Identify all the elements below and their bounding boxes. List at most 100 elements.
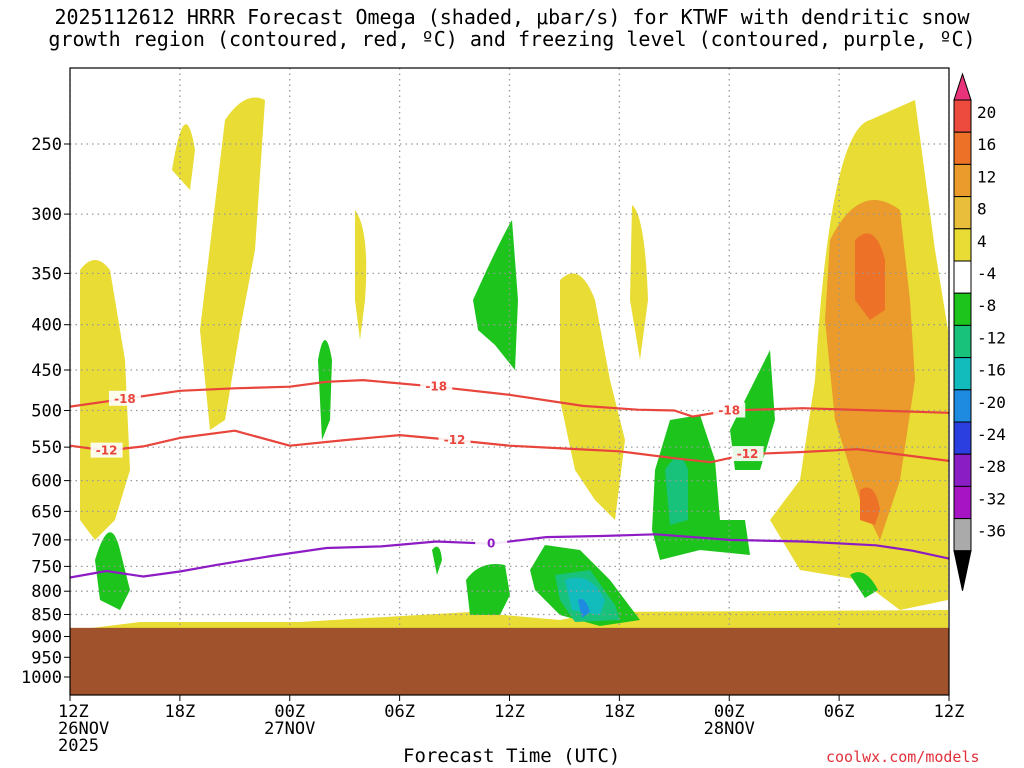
colorbar-segment <box>953 421 972 455</box>
x-tick-label: 27NOV <box>264 719 315 739</box>
title-line-1: 2025112612 HRRR Forecast Omega (shaded, … <box>54 5 970 29</box>
x-tick-label: 00Z <box>274 702 305 722</box>
x-axis-title: Forecast Time (UTC) <box>403 745 621 767</box>
colorbar-segment <box>953 196 972 230</box>
omega-region-downward-strong <box>565 577 605 615</box>
contour-label-bg <box>438 432 471 448</box>
colorbar-label: 8 <box>977 200 987 219</box>
y-tick-label: 450 <box>31 361 62 381</box>
x-tick-label: 06Z <box>824 702 855 722</box>
contour-line <box>70 533 949 579</box>
colorbar-label: 4 <box>977 232 987 251</box>
omega-region-downward-weak <box>432 546 442 575</box>
x-tick-label: 12Z <box>58 702 89 722</box>
omega-region-downward-weak <box>318 340 332 440</box>
colorbar-label: -16 <box>977 361 1006 380</box>
colorbar-label: -8 <box>977 296 996 315</box>
colorbar-segment <box>953 453 972 487</box>
x-tick-label: 18Z <box>604 702 635 722</box>
contour-label-bg <box>713 402 746 418</box>
omega-region-upward-weak <box>560 273 625 520</box>
contour-label-bg <box>420 378 453 394</box>
colorbar-segment <box>953 292 972 326</box>
colorbar-bottom-arrow <box>953 550 972 591</box>
contour-label: -12 <box>737 447 759 461</box>
colorbar-label: -4 <box>977 264 996 283</box>
colorbar-label: -36 <box>977 522 1006 541</box>
colorbar-segment <box>953 228 972 262</box>
omega-region-downward-weak <box>850 572 878 598</box>
colorbar-label: -32 <box>977 489 1006 508</box>
omega-region-downward-weak <box>466 564 510 615</box>
y-tick-label: 950 <box>31 648 62 668</box>
colorbar-segment <box>953 163 972 198</box>
colorbar-segment <box>953 99 972 133</box>
y-tick-label: 800 <box>31 582 62 602</box>
contour-lines: -18 -18 -18 -12 -12 -12 0 <box>70 378 949 579</box>
omega-region-upward-weak <box>80 260 130 540</box>
y-tick-label: 500 <box>31 402 62 422</box>
x-tick-label: 12Z <box>494 702 525 722</box>
omega-region-downward-weak <box>652 415 750 560</box>
colorbar-label: 12 <box>977 167 996 186</box>
omega-region-upward-strong <box>860 487 880 525</box>
y-tick-label: 600 <box>31 472 62 492</box>
colorbar-segment <box>953 518 972 552</box>
omega-region-downward-moderate <box>665 457 688 525</box>
contour-label: -18 <box>425 380 447 394</box>
omega-region-downward-stronger <box>578 598 590 618</box>
contour-line <box>70 379 949 418</box>
x-tick-label: 28NOV <box>704 719 755 739</box>
omega-region-upward-weak <box>355 210 367 340</box>
contour-label: -18 <box>114 392 136 406</box>
colorbar-label: -28 <box>977 457 1006 476</box>
omega-shading-negative <box>95 220 878 626</box>
contour-label-bg <box>108 390 141 406</box>
colorbar-label: -20 <box>977 393 1006 412</box>
contour-line <box>70 429 949 464</box>
x-tick-label: 06Z <box>384 702 415 722</box>
title-line-2: growth region (contoured, red, ºC) and f… <box>48 27 976 51</box>
colorbar-segment <box>953 260 972 294</box>
colorbar-top-arrow <box>953 72 972 101</box>
y-tick-label: 850 <box>31 606 62 626</box>
credit-text: coolwx.com/models <box>826 748 980 766</box>
y-tick-label: 750 <box>31 557 62 577</box>
colorbar-label: -24 <box>977 425 1006 444</box>
colorbar: 20 16 12 8 4 -4 -8 -12 -16 -20 -24 -28 -32 -36 <box>953 72 1006 591</box>
colorbar-segment <box>953 131 972 165</box>
y-tick-label: 900 <box>31 627 62 647</box>
y-tick-label: 350 <box>31 264 62 284</box>
y-tick-label: 1000 <box>21 668 62 688</box>
colorbar-label: 20 <box>977 103 996 122</box>
y-tick-label: 300 <box>31 205 62 225</box>
y-axis: 2503003504004505005506006507007508008509… <box>21 135 70 688</box>
colorbar-label: 16 <box>977 135 996 154</box>
contour-label: -12 <box>444 433 466 447</box>
omega-region-upward-strong <box>855 233 885 320</box>
x-tick-label: 18Z <box>165 702 196 722</box>
contour-label: -12 <box>96 444 118 458</box>
colorbar-segment <box>953 485 972 520</box>
chart-title: 2025112612 HRRR Forecast Omega (shaded, … <box>0 6 1024 50</box>
y-tick-label: 250 <box>31 135 62 155</box>
y-tick-label: 550 <box>31 438 62 458</box>
colorbar-segment <box>953 357 972 391</box>
omega-region-downward-weak <box>473 220 518 370</box>
omega-region-upward-weak <box>200 97 265 430</box>
omega-region-upward-weak <box>172 124 195 190</box>
contour-label-bg <box>90 442 123 458</box>
omega-region-upward-weak <box>630 205 648 360</box>
y-tick-label: 400 <box>31 316 62 336</box>
contour-label-bg <box>731 446 764 462</box>
plot-area: -18 -18 -18 -12 -12 -12 0 <box>70 68 949 695</box>
contour-label-bg <box>475 535 508 551</box>
x-tick-label: 26NOV <box>58 719 109 739</box>
contour-label: 0 <box>487 537 495 551</box>
x-tick-label: 12Z <box>934 702 965 722</box>
x-tick-label: 00Z <box>714 702 745 722</box>
terrain-block <box>70 627 949 695</box>
contour-label: -18 <box>718 404 740 418</box>
